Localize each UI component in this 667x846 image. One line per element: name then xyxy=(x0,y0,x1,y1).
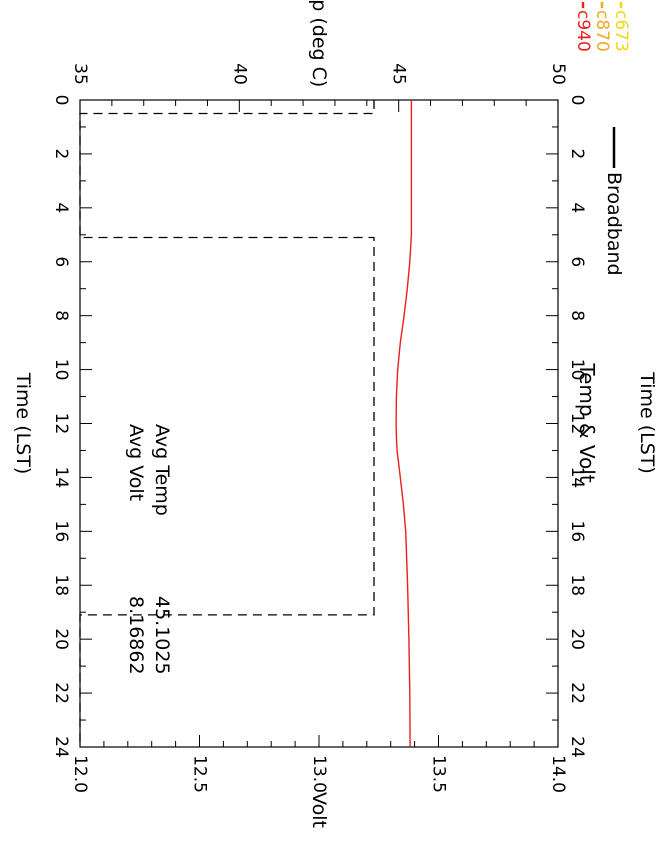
chart-subtitle: Temp & Volt xyxy=(575,362,599,483)
series-volt-line xyxy=(79,100,375,747)
volt-tick-label: 12.0 xyxy=(70,755,90,793)
legend-entry-c673: c673 xyxy=(611,10,631,52)
time-tick-label-bottom: 16 xyxy=(51,521,71,543)
time-tick-label-bottom: 8 xyxy=(51,310,71,321)
time-tick-label-top: 20 xyxy=(567,628,587,650)
time-tick-label-bottom: 4 xyxy=(51,202,71,213)
legend-entry-broadband: Broadband xyxy=(603,172,625,276)
time-tick-label-top: 4 xyxy=(567,202,587,213)
volt-tick-label: 13.0 xyxy=(309,755,329,793)
time-tick-label-bottom: 12 xyxy=(51,413,71,435)
temp-tick-label: 40 xyxy=(229,63,249,85)
temp-tick-label: 45 xyxy=(389,63,409,85)
time-tick-label-top: 8 xyxy=(567,310,587,321)
time-tick-label-top: 16 xyxy=(567,521,587,543)
annotation-label: Avg Volt xyxy=(125,424,147,501)
time-tick-label-bottom: 14 xyxy=(51,467,71,489)
annotation-label: Avg Temp xyxy=(151,424,173,516)
time-tick-label-bottom: 18 xyxy=(51,574,71,596)
y-right-axis-title: Volt xyxy=(308,792,330,828)
time-tick-label-top: 0 xyxy=(567,95,587,106)
time-tick-label-bottom: 2 xyxy=(51,149,71,160)
annotation-value: 45.1025 xyxy=(151,596,173,675)
volt-tick-label: 14.0 xyxy=(548,755,568,793)
time-tick-label-top: 14 xyxy=(567,467,587,489)
chart-title: Time (LST) xyxy=(636,371,658,474)
legend-entry-c940: c940 xyxy=(573,10,593,52)
time-tick-label-bottom: 22 xyxy=(51,682,71,704)
time-tick-label-bottom: 0 xyxy=(51,95,71,106)
time-tick-label-top: 22 xyxy=(567,682,587,704)
volt-tick-label: 13.5 xyxy=(429,755,449,793)
legend-entry-c870: c870 xyxy=(592,10,612,52)
time-tick-label-top: 12 xyxy=(567,413,587,435)
x-axis-title: Time (LST) xyxy=(12,372,34,475)
y-left-axis-title: Temp (deg C) xyxy=(308,0,330,87)
time-tick-label-top: 24 xyxy=(567,736,587,758)
temp-tick-label: 50 xyxy=(548,63,568,85)
series-temp-line xyxy=(395,100,413,748)
time-tick-label-bottom: 10 xyxy=(51,359,71,381)
time-tick-label-bottom: 20 xyxy=(51,628,71,650)
time-tick-label-bottom: 24 xyxy=(51,736,71,758)
annotation-value: 8.16862 xyxy=(125,596,147,675)
time-tick-label-bottom: 6 xyxy=(51,256,71,267)
volt-tick-label: 12.5 xyxy=(190,755,210,793)
time-tick-label-top: 6 xyxy=(567,256,587,267)
time-tick-label-top: 18 xyxy=(567,574,587,596)
temp-tick-label: 35 xyxy=(70,63,90,85)
time-tick-label-top: 2 xyxy=(567,149,587,160)
time-tick-label-top: 10 xyxy=(567,359,587,381)
